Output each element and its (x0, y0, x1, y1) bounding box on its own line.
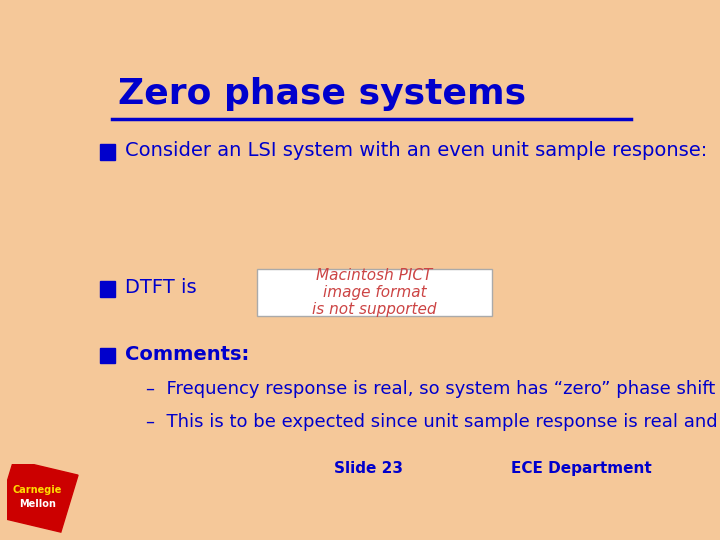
Text: Mellon: Mellon (19, 499, 55, 509)
Text: Comments:: Comments: (125, 345, 249, 364)
Text: Zero phase systems: Zero phase systems (118, 77, 526, 111)
Text: Macintosh PICT
image format
is not supported: Macintosh PICT image format is not suppo… (312, 267, 437, 318)
Text: Consider an LSI system with an even unit sample response:: Consider an LSI system with an even unit… (125, 141, 707, 160)
Text: Slide 23: Slide 23 (335, 461, 403, 476)
Polygon shape (0, 460, 78, 532)
FancyBboxPatch shape (258, 268, 492, 316)
Text: –  Frequency response is real, so system has “zero” phase shift: – Frequency response is real, so system … (145, 380, 715, 398)
Text: Carnegie: Carnegie (13, 485, 62, 495)
Text: –  This is to be expected since unit sample response is real and even: – This is to be expected since unit samp… (145, 414, 720, 431)
Bar (100, 144, 115, 160)
Text: DTFT is: DTFT is (125, 278, 197, 297)
Text: ECE Department: ECE Department (510, 461, 652, 476)
Bar (100, 348, 115, 363)
Bar (100, 281, 115, 297)
